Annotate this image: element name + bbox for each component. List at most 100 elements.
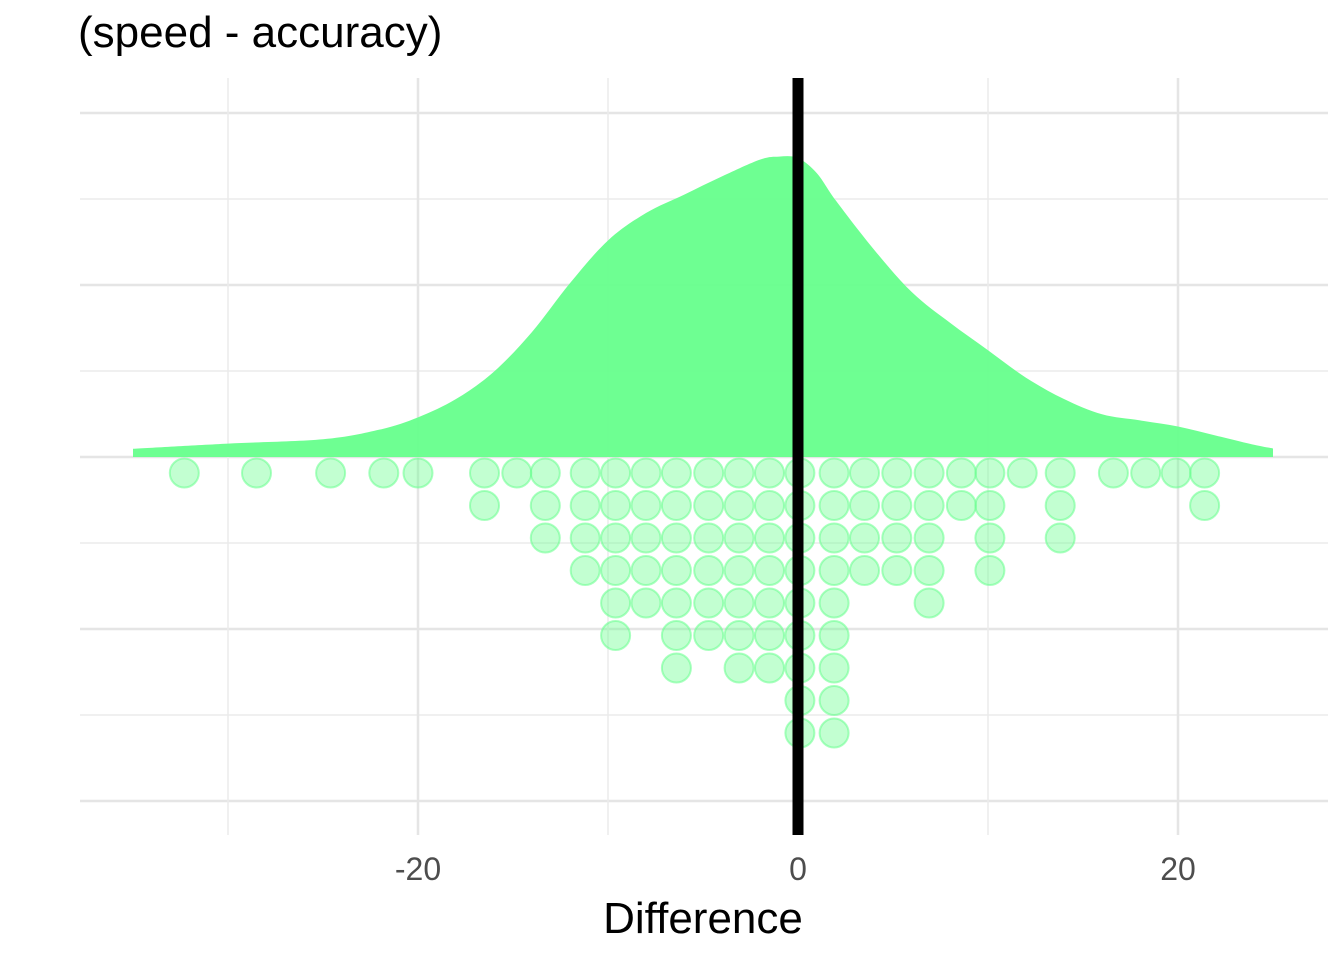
dot-point <box>693 457 725 489</box>
dot-point <box>723 522 755 554</box>
dot-point <box>630 587 662 619</box>
dot-point <box>693 490 725 521</box>
x-axis-title: Difference <box>603 894 803 943</box>
density-layer <box>133 156 1273 458</box>
x-tick-label: 20 <box>1160 851 1196 887</box>
dot-point <box>660 555 692 586</box>
dot-point <box>849 522 880 554</box>
dot-point <box>974 457 1006 489</box>
dot-point <box>315 457 347 489</box>
dot-point <box>723 620 755 651</box>
dot-point <box>1044 522 1076 554</box>
dot-point <box>974 555 1006 586</box>
dot-point <box>569 555 601 586</box>
dot-point <box>881 490 913 521</box>
dot-point <box>818 457 850 489</box>
dot-point <box>754 620 785 651</box>
dot-point <box>723 490 755 521</box>
dot-point <box>913 587 945 619</box>
dot-point <box>569 522 601 554</box>
dot-point <box>529 490 561 521</box>
dot-point <box>660 620 692 651</box>
dot-point <box>600 522 632 554</box>
dot-point <box>881 457 913 489</box>
dot-point <box>660 522 692 554</box>
dot-point <box>600 587 632 619</box>
dot-point <box>849 490 880 521</box>
chart-title: (speed - accuracy) <box>78 8 443 57</box>
dot-point <box>818 685 850 716</box>
dot-point <box>754 457 785 489</box>
dot-point <box>723 457 755 489</box>
dot-point <box>913 522 945 554</box>
dot-point <box>660 587 692 619</box>
dot-point <box>693 587 725 619</box>
dot-point <box>974 490 1006 521</box>
density-area <box>133 156 1273 458</box>
dot-point <box>1189 457 1221 489</box>
dot-point <box>569 457 601 489</box>
dot-point <box>945 490 977 521</box>
dots-layer <box>168 457 1221 749</box>
dot-point <box>1189 490 1221 521</box>
dot-point <box>818 490 850 521</box>
dot-point <box>818 652 850 684</box>
dot-point <box>693 522 725 554</box>
dot-point <box>600 620 632 651</box>
dot-point <box>1044 457 1076 489</box>
dot-point <box>630 555 662 586</box>
dot-point <box>913 457 945 489</box>
dot-point <box>368 457 400 489</box>
dot-point <box>630 522 662 554</box>
dot-point <box>1160 457 1192 489</box>
dot-point <box>660 457 692 489</box>
dot-point <box>818 522 850 554</box>
dot-point <box>630 457 662 489</box>
dot-point <box>402 457 434 489</box>
dot-point <box>754 522 785 554</box>
dot-point <box>529 457 561 489</box>
dot-point <box>660 490 692 521</box>
dot-point <box>849 555 880 586</box>
dot-point <box>600 457 632 489</box>
dot-point <box>723 555 755 586</box>
dot-point <box>913 555 945 586</box>
dot-point <box>1130 457 1162 489</box>
dot-point <box>168 457 200 489</box>
dot-point <box>818 620 850 651</box>
dot-point <box>818 587 850 619</box>
dot-point <box>945 457 977 489</box>
dot-point <box>881 555 913 586</box>
dot-point <box>818 555 850 586</box>
dot-point <box>754 652 785 684</box>
dot-point <box>818 717 850 749</box>
dot-point <box>529 522 561 554</box>
dot-point <box>723 652 755 684</box>
dot-point <box>693 620 725 651</box>
dot-point <box>501 457 533 489</box>
dot-point <box>600 490 632 521</box>
dot-point <box>660 652 692 684</box>
dot-point <box>469 457 500 489</box>
dot-point <box>600 555 632 586</box>
x-tick-label: -20 <box>395 851 441 887</box>
dot-point <box>569 490 601 521</box>
dot-point <box>913 490 945 521</box>
dot-point <box>469 490 500 521</box>
dot-point <box>1006 457 1038 489</box>
dot-point <box>754 490 785 521</box>
x-tick-labels: -20 0 20 <box>395 851 1196 887</box>
dot-point <box>754 587 785 619</box>
dot-point <box>630 490 662 521</box>
dot-point <box>881 522 913 554</box>
dot-point <box>693 555 725 586</box>
dot-point <box>241 457 272 489</box>
dot-point <box>723 587 755 619</box>
dot-point <box>1097 457 1129 489</box>
dot-point <box>754 555 785 586</box>
x-tick-label: 0 <box>789 851 807 887</box>
dot-point <box>1044 490 1076 521</box>
dot-point <box>974 522 1006 554</box>
dot-point <box>849 457 880 489</box>
